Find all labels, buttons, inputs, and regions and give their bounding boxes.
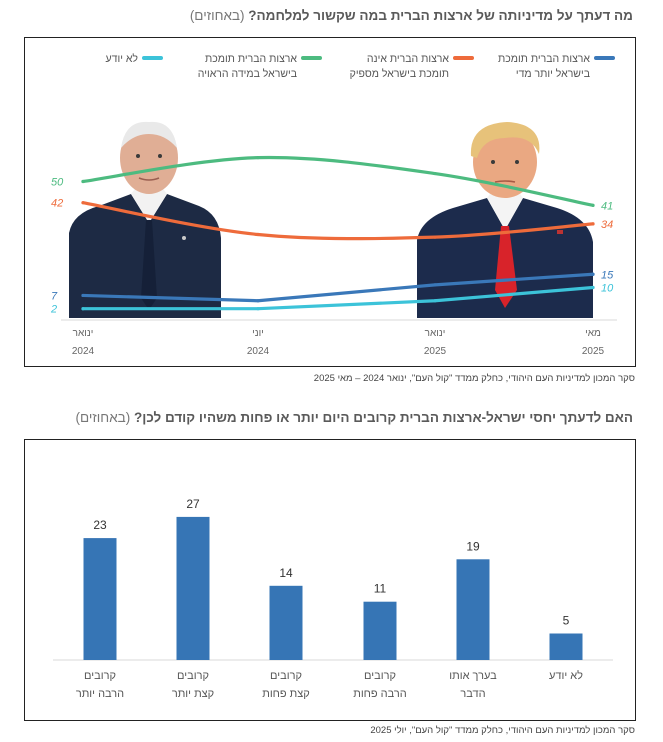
legend-label-1-line-0: ארצות הברית אינה — [367, 53, 450, 65]
category-1-line1: קרובים — [177, 670, 209, 682]
series-0-start-label: 7 — [51, 290, 58, 302]
category-4-line2: הדבר — [460, 688, 485, 700]
x-axis: ינואר 2024 יוני 2024 ינואר 2025 מאי 2025 — [61, 319, 617, 357]
x-tick-3-line1: מאי — [585, 328, 601, 339]
series-2-start-label: 50 — [51, 177, 64, 189]
category-4-line1: בערך אותו — [449, 670, 497, 682]
bar-1-value-label: 27 — [186, 497, 200, 511]
x-tick-1-line2: 2024 — [247, 346, 270, 357]
series-2-point-1 — [256, 156, 260, 160]
series-line-0 — [81, 272, 595, 303]
bar-5-value-label: 5 — [563, 614, 570, 628]
series-3-point-2 — [433, 299, 437, 303]
x-tick-0-line2: 2024 — [72, 346, 95, 357]
bar-0-value-label: 23 — [93, 518, 107, 532]
bar-5 — [549, 633, 583, 660]
x-tick-2-line2: 2025 — [424, 346, 447, 357]
legend: ארצות הברית תומכת בישראל יותר מדי ארצות הב… — [106, 53, 615, 80]
bar-3 — [363, 601, 397, 660]
bar-chart: 23 קרובים הרבה יותר 27 קרובים קצת יותר 14 קרובי… — [53, 497, 613, 700]
bar-2 — [269, 585, 303, 660]
x-tick-2-line1: ינואר — [425, 328, 446, 339]
series-1-point-0 — [81, 201, 85, 205]
series-2-point-2 — [433, 171, 437, 176]
line-chart-source: סקר המכון למדיניות העם היהודי, כחלק ממדד… — [313, 373, 635, 384]
bar-chart-panel: 23 קרובים הרבה יותר 27 קרובים קצת יותר 14 קרובי… — [24, 439, 636, 721]
legend-label-2-line-0: ארצות הברית תומכת — [205, 53, 297, 65]
category-0-line2: הרבה יותר — [76, 688, 124, 700]
series-3-point-0 — [81, 307, 85, 311]
bar-3-value-label: 11 — [374, 582, 387, 596]
x-tick-3-line2: 2025 — [582, 346, 605, 357]
bar-4-value-label: 19 — [466, 539, 480, 553]
series-line-3 — [81, 285, 595, 311]
category-3-line2: הרבה פחות — [353, 688, 407, 700]
series-3-end-label: 10 — [601, 283, 614, 295]
x-tick-1-line1: יוני — [252, 328, 264, 339]
series-2-point-0 — [81, 179, 85, 184]
series-line-2 — [81, 155, 595, 207]
bar-2-value-label: 14 — [279, 566, 293, 580]
bar-0 — [83, 538, 117, 660]
series-2-point-3 — [591, 203, 595, 207]
x-tick-0-line1: ינואר — [73, 328, 94, 339]
category-1-line2: קצת יותר — [172, 688, 214, 700]
legend-label-3-line-0: לא יודע — [106, 53, 139, 65]
series-line-1 — [81, 201, 595, 241]
line-chart-title-unit: (באחוזים) — [189, 8, 245, 23]
bar-1 — [176, 516, 210, 660]
legend-label-2-line-1: בישראל במידה הראויה — [198, 68, 297, 80]
series-0-point-2 — [433, 283, 437, 287]
lines-layer: 7 15 42 34 50 41 2 10 — [50, 155, 614, 316]
biden-portrait — [69, 121, 221, 318]
line-chart: 7 15 42 34 50 41 2 10 ארצות הברית תומכת בישראל י… — [50, 53, 617, 357]
series-0-end-label: 15 — [601, 269, 614, 281]
series-3-start-label: 2 — [50, 304, 57, 316]
bar-chart-title-text: האם לדעתך יחסי ישראל-ארצות הברית קרובים … — [134, 410, 633, 425]
bar-chart-source: סקר המכון למדיניות העם היהודי, כחלק ממדד… — [370, 725, 635, 736]
series-0-point-0 — [81, 293, 85, 298]
series-1-point-3 — [591, 222, 595, 226]
bar-chart-title: האם לדעתך יחסי ישראל-ארצות הברית קרובים … — [76, 410, 633, 425]
category-3-line1: קרובים — [364, 670, 396, 682]
series-3-point-3 — [591, 285, 595, 290]
series-0-point-1 — [256, 299, 260, 303]
line-chart-panel: 7 15 42 34 50 41 2 10 ארצות הברית תומכת בישראל י… — [24, 37, 636, 367]
line-chart-title: מה דעתך על מדיניותה של ארצות הברית במה ש… — [190, 8, 633, 23]
category-0-line1: קרובים — [84, 670, 116, 682]
category-2-line1: קרובים — [270, 670, 302, 682]
series-1-end-label: 34 — [601, 219, 613, 231]
legend-label-0-line-1: בישראל יותר מדי — [516, 68, 590, 80]
line-chart-title-text: מה דעתך על מדיניותה של ארצות הברית במה ש… — [248, 8, 633, 23]
series-0-point-3 — [591, 272, 595, 276]
series-2-end-label: 41 — [601, 200, 613, 212]
category-2-line2: קצת פחות — [262, 688, 310, 700]
series-1-point-2 — [433, 235, 437, 239]
legend-label-0-line-0: ארצות הברית תומכת — [498, 53, 590, 65]
category-5-line1: לא יודע — [549, 669, 583, 682]
series-1-start-label: 42 — [51, 198, 63, 210]
series-1-point-1 — [256, 232, 260, 237]
bar-chart-title-unit: (באחוזים) — [75, 410, 131, 425]
series-3-point-1 — [256, 307, 260, 311]
bar-4 — [456, 559, 490, 660]
legend-label-1-line-1: תומכת בישראל מספיק — [350, 68, 449, 80]
